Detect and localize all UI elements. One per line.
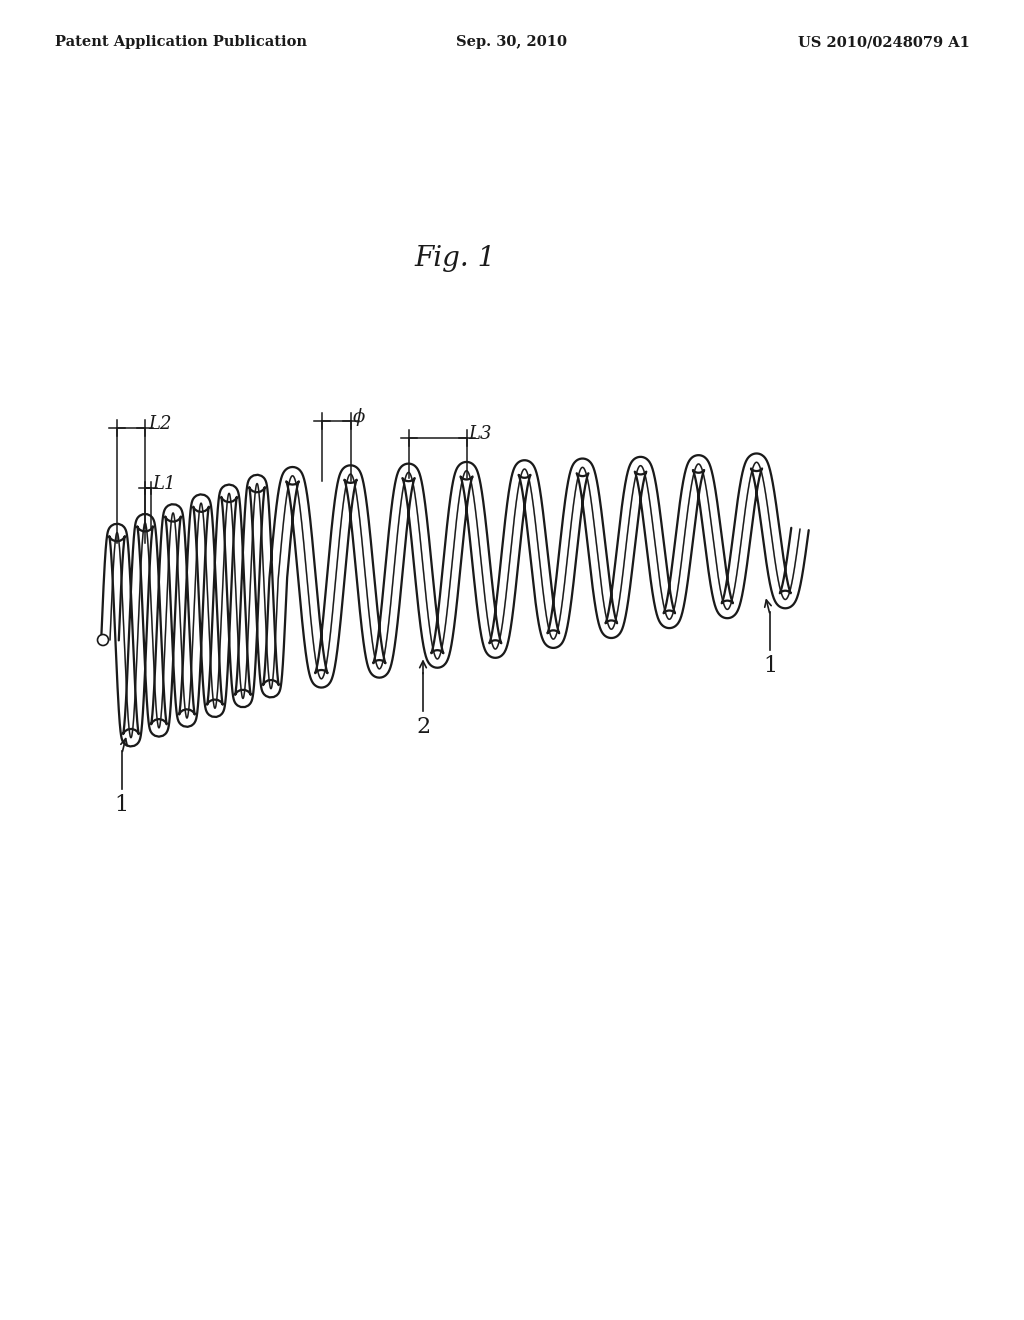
- Text: Sep. 30, 2010: Sep. 30, 2010: [457, 36, 567, 49]
- Text: 2: 2: [416, 717, 430, 738]
- Text: Fig. 1: Fig. 1: [415, 246, 496, 272]
- Circle shape: [97, 635, 109, 645]
- Text: ϕ: ϕ: [352, 408, 365, 426]
- Text: L3: L3: [469, 425, 492, 444]
- Text: 1: 1: [763, 656, 777, 677]
- Text: Patent Application Publication: Patent Application Publication: [55, 36, 307, 49]
- Text: 1: 1: [115, 795, 129, 816]
- Text: L1: L1: [153, 475, 176, 492]
- Text: L2: L2: [148, 414, 171, 433]
- Text: US 2010/0248079 A1: US 2010/0248079 A1: [798, 36, 970, 49]
